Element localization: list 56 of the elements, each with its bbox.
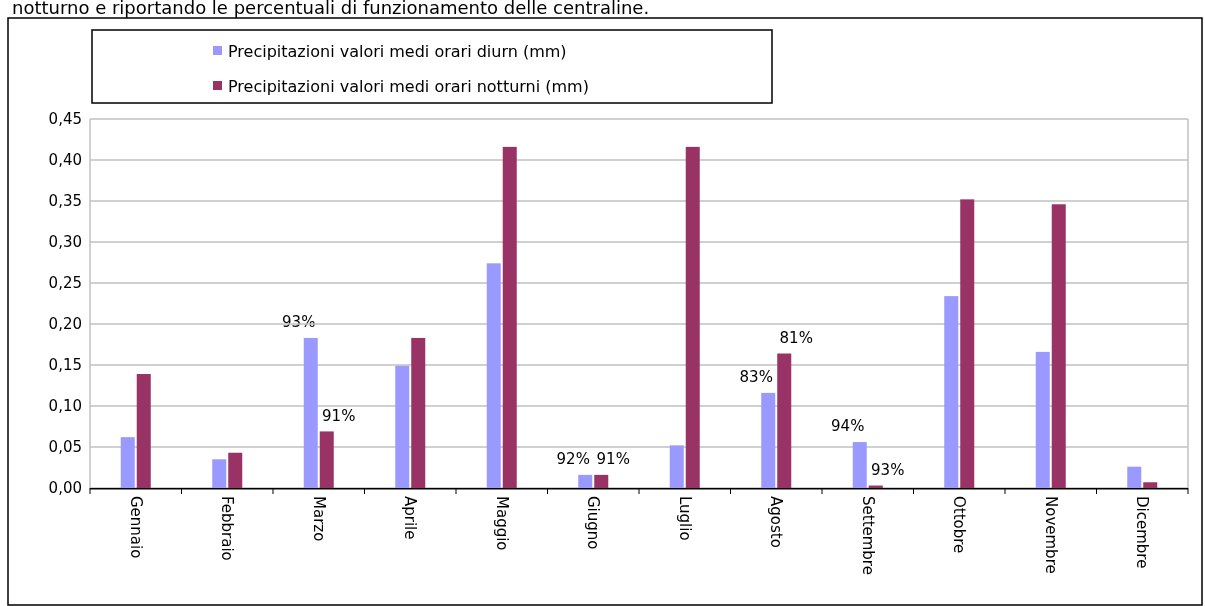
y-tick-label: 0,30 [48, 233, 82, 252]
annotation: 91% [596, 450, 630, 469]
bar [136, 374, 151, 488]
annotation: 94% [831, 417, 865, 436]
x-tick-label: Agosto [767, 496, 785, 548]
legend-label: Precipitazioni valori medi orari notturni (mm) [228, 76, 589, 96]
y-tick-label: 0,45 [48, 110, 82, 129]
y-tick-label: 0,35 [48, 192, 82, 211]
bar [1051, 204, 1066, 488]
bar [395, 365, 410, 488]
y-tick-label: 0,05 [48, 438, 82, 457]
bar [777, 353, 792, 488]
x-tick-label: Luglio [675, 496, 694, 541]
bar [411, 337, 426, 488]
bar [669, 445, 684, 488]
x-tick-label: Novembre [1041, 496, 1060, 574]
annotation: 93% [871, 460, 905, 479]
bar [578, 474, 593, 488]
bar [319, 431, 334, 488]
bar [761, 392, 776, 488]
x-tick-label: Giugno [584, 496, 602, 550]
y-tick-label: 0,15 [48, 356, 82, 375]
annotation: 92% [556, 450, 590, 469]
x-tick-label: Marzo [309, 496, 328, 542]
bar [944, 296, 959, 488]
bar [1035, 351, 1050, 488]
y-tick-label: 0,10 [48, 397, 82, 416]
x-tick-label: Gennaio [126, 496, 145, 559]
bar [852, 442, 867, 488]
annotation: 91% [322, 406, 356, 425]
x-tick-label: Ottobre [950, 496, 968, 554]
annotation: 81% [779, 328, 813, 347]
annotation: 83% [739, 368, 773, 387]
legend-label: Precipitazioni valori medi orari diurn (mm) [228, 41, 567, 61]
y-tick-label: 0,20 [48, 315, 82, 334]
bar [212, 459, 227, 488]
bar [1143, 482, 1158, 488]
bar [594, 474, 609, 488]
x-tick-label: Aprile [401, 496, 419, 540]
x-tick-label: Dicembre [1133, 496, 1151, 569]
x-tick-label: Settembre [858, 496, 877, 575]
bar [960, 199, 975, 488]
y-tick-label: 0,00 [48, 479, 82, 498]
bar [303, 337, 318, 488]
x-tick-label: Maggio [492, 496, 511, 551]
y-tick-label: 0,40 [48, 151, 82, 170]
bar [486, 263, 501, 488]
bar [120, 437, 135, 488]
bar [502, 146, 517, 488]
x-tick-label: Febbraio [218, 496, 236, 561]
text: notturno e riportando le percentuali di funzionamento delle centraline. [12, 0, 650, 18]
bar [685, 146, 700, 488]
y-tick-label: 0,25 [48, 274, 82, 293]
bar [1127, 466, 1142, 488]
bar [228, 452, 243, 488]
annotation: 93% [282, 313, 316, 332]
